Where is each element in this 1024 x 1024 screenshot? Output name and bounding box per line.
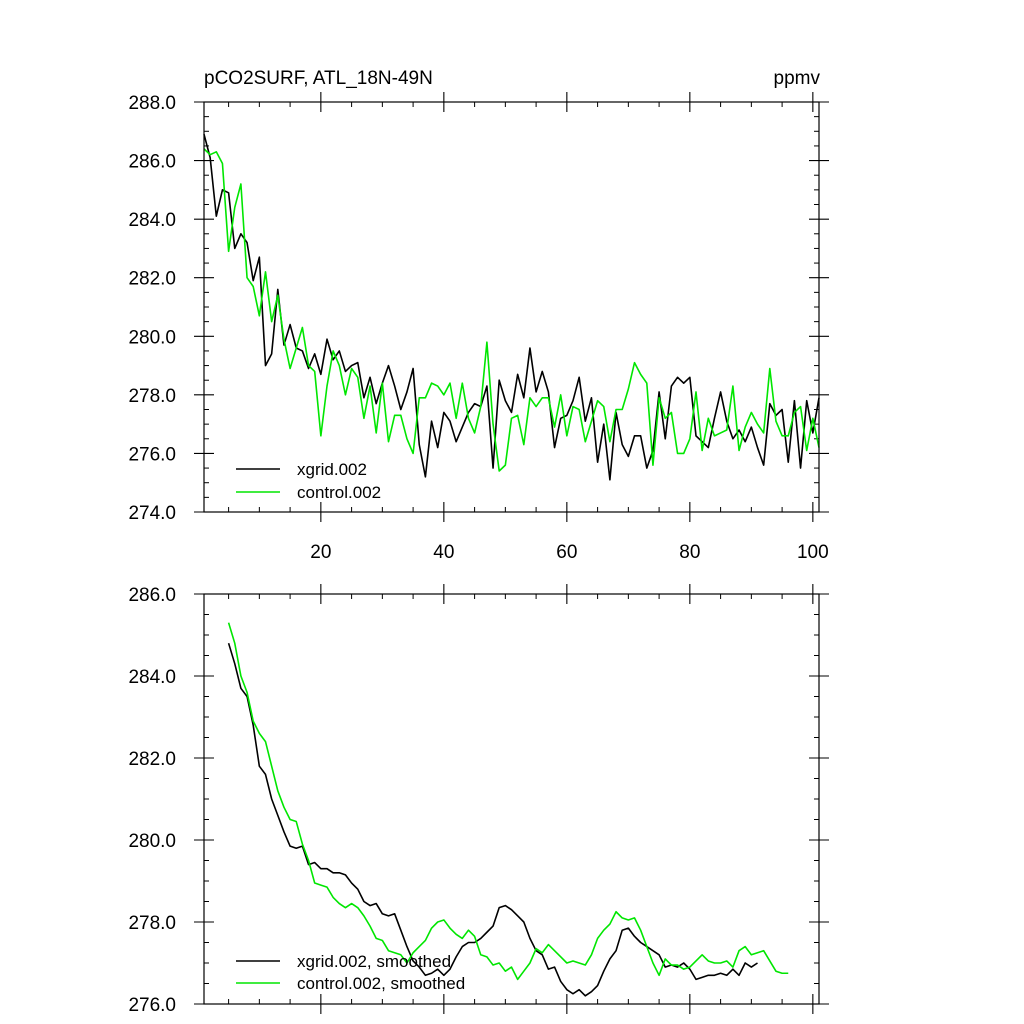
y-tick-label: 282.0 — [128, 749, 176, 770]
series-line-xgrid-002-smoothed — [227, 642, 758, 997]
y-tick-label: 286.0 — [128, 152, 176, 173]
legend-label-control-smoothed: control.002, smoothed — [297, 974, 465, 993]
y-tick-label: 276.0 — [128, 444, 176, 465]
bottom-chart-major-ticks — [194, 584, 829, 1014]
bottom-chart-frame — [203, 593, 820, 1005]
y-tick-label: 280.0 — [128, 327, 176, 348]
x-tick-label: 60 — [556, 542, 577, 563]
top-chart-major-ticks — [194, 92, 829, 522]
y-tick-label: 280.0 — [128, 831, 176, 852]
series-line-control-002-smoothed — [227, 622, 789, 981]
y-tick-label: 278.0 — [128, 913, 176, 934]
top-chart-frame — [203, 101, 820, 513]
top-chart-minor-ticks — [204, 102, 819, 512]
top-chart-panel: pCO2SURF, ATL_18N-49N ppmv 20 40 60 80 100 27… — [128, 68, 829, 563]
top-chart-series — [203, 134, 820, 481]
y-tick-label: 288.0 — [128, 93, 176, 114]
legend-label-xgrid-smoothed: xgrid.002, smoothed — [297, 952, 451, 971]
x-tick-label: 80 — [679, 542, 700, 563]
y-tick-label: 274.0 — [128, 503, 176, 524]
x-tick-label: 100 — [797, 542, 829, 563]
bottom-chart-legend: xgrid.002, smoothed control.002, smoothe… — [236, 952, 465, 993]
series-line-xgrid-002 — [203, 134, 820, 481]
legend-label-control: control.002 — [297, 483, 381, 502]
x-tick-label: 40 — [433, 542, 454, 563]
top-chart-units: ppmv — [774, 68, 821, 89]
top-chart-title: pCO2SURF, ATL_18N-49N — [204, 68, 433, 89]
y-tick-label: 284.0 — [128, 210, 176, 231]
y-tick-label: 276.0 — [128, 995, 176, 1016]
legend-label-xgrid: xgrid.002 — [297, 460, 367, 479]
series-line-control-002 — [203, 148, 820, 472]
top-chart-legend: xgrid.002 control.002 — [236, 460, 381, 502]
y-tick-label: 278.0 — [128, 386, 176, 407]
bottom-chart-panel: 276.0 278.0 280.0 282.0 284.0 286.0 xgrid.002… — [128, 584, 829, 1016]
y-tick-label: 284.0 — [128, 667, 176, 688]
y-tick-label: 282.0 — [128, 269, 176, 290]
x-tick-label: 20 — [310, 542, 331, 563]
bottom-chart-tick-labels: 276.0 278.0 280.0 282.0 284.0 286.0 — [128, 585, 176, 1016]
y-tick-label: 286.0 — [128, 585, 176, 606]
bottom-chart-minor-ticks — [204, 594, 819, 1004]
bottom-chart-series — [227, 622, 789, 997]
top-chart-tick-labels: 20 40 60 80 100 274.0 276.0 278.0 280.0 282.0 284.… — [128, 93, 828, 563]
